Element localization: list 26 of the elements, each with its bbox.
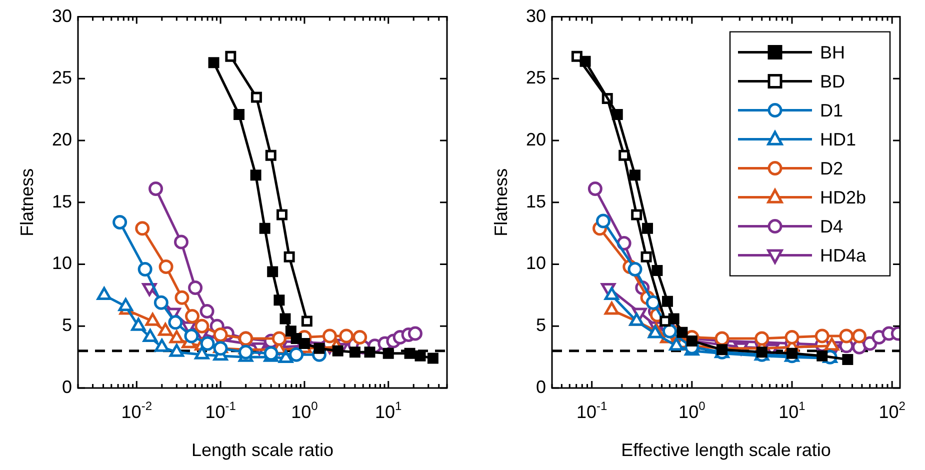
y-tick-label: 15	[52, 191, 72, 212]
y-tick-label: 20	[526, 130, 546, 150]
y-tick-label: 20	[52, 130, 72, 150]
legend-label: BD	[820, 71, 846, 92]
legend-label: HD1	[820, 129, 856, 150]
y-tick-label: 25	[52, 68, 72, 88]
y-tick-label: 10	[52, 253, 72, 274]
y-tick-label: 10	[526, 253, 546, 274]
y-tick-label: 5	[536, 315, 546, 336]
legend-label: HD2b	[820, 187, 866, 208]
x-axis-title: Effective length scale ratio	[621, 440, 831, 460]
y-tick-label: 30	[526, 6, 546, 26]
y-tick-label: 0	[62, 376, 72, 397]
y-axis-title: Flatness	[16, 168, 37, 236]
legend-label: D2	[820, 158, 844, 178]
legend-label: HD4a	[820, 245, 868, 266]
y-tick-label: 30	[52, 6, 72, 26]
y-tick-label: 25	[526, 68, 546, 88]
y-tick-label: 0	[536, 376, 546, 397]
x-axis-title: Length scale ratio	[191, 440, 334, 460]
legend-label: D4	[820, 216, 844, 236]
y-tick-label: 5	[62, 315, 72, 336]
y-tick-label: 15	[526, 191, 546, 212]
legend-label: BH	[820, 42, 846, 62]
legend-label: D1	[820, 100, 844, 120]
y-axis-title: Flatness	[490, 168, 511, 236]
